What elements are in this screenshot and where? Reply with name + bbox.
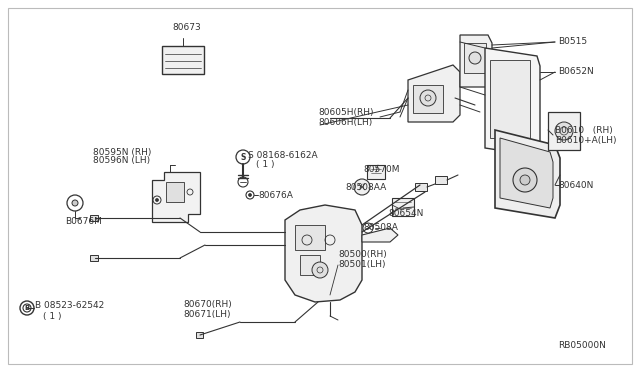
Text: 80676A: 80676A: [258, 190, 293, 199]
Circle shape: [363, 223, 373, 233]
Polygon shape: [152, 172, 200, 222]
Polygon shape: [485, 48, 540, 156]
Text: B0676M: B0676M: [65, 217, 102, 226]
Circle shape: [236, 150, 250, 164]
Bar: [166, 182, 184, 202]
Text: S: S: [240, 153, 246, 161]
Circle shape: [67, 195, 83, 211]
Polygon shape: [495, 130, 560, 218]
Text: 80595N (RH): 80595N (RH): [93, 148, 152, 157]
Circle shape: [72, 200, 78, 206]
Bar: [464, 43, 486, 73]
Circle shape: [420, 90, 436, 106]
Bar: [295, 225, 325, 250]
Text: 80606H(LH): 80606H(LH): [318, 118, 372, 126]
Polygon shape: [285, 205, 362, 302]
Text: B0652N: B0652N: [558, 67, 594, 77]
Text: 80605H(RH): 80605H(RH): [318, 108, 374, 116]
Polygon shape: [500, 138, 553, 208]
Text: 80670(RH): 80670(RH): [183, 299, 232, 308]
Circle shape: [354, 179, 370, 195]
Text: S 08168-6162A: S 08168-6162A: [248, 151, 317, 160]
Bar: [490, 60, 530, 138]
Bar: [367, 165, 385, 179]
Text: B: B: [24, 305, 29, 311]
Text: 80508AA: 80508AA: [345, 183, 387, 192]
Circle shape: [20, 301, 34, 315]
Text: B0610   (RH): B0610 (RH): [555, 125, 612, 135]
Text: B0610+A(LH): B0610+A(LH): [555, 135, 616, 144]
Bar: [90, 255, 98, 261]
Circle shape: [23, 304, 31, 312]
Text: 80654N: 80654N: [388, 208, 424, 218]
Circle shape: [156, 199, 159, 202]
Bar: [413, 85, 443, 113]
Bar: [548, 112, 580, 150]
Text: 80671(LH): 80671(LH): [183, 310, 230, 318]
Bar: [90, 215, 98, 221]
Circle shape: [520, 175, 530, 185]
Text: ( 1 ): ( 1 ): [256, 160, 275, 170]
Circle shape: [238, 177, 248, 187]
Text: 80673: 80673: [173, 23, 202, 32]
Bar: [162, 46, 204, 74]
Bar: [392, 198, 414, 216]
Text: 80501(LH): 80501(LH): [338, 260, 385, 269]
Text: 80640N: 80640N: [558, 180, 593, 189]
Text: RB05000N: RB05000N: [558, 340, 606, 350]
Text: B 08523-62542: B 08523-62542: [35, 301, 104, 311]
Bar: [435, 176, 447, 184]
Circle shape: [248, 193, 252, 196]
Text: 80596N (LH): 80596N (LH): [93, 156, 150, 165]
Text: 80508A: 80508A: [363, 224, 398, 232]
Circle shape: [513, 168, 537, 192]
Bar: [196, 332, 203, 338]
Polygon shape: [362, 228, 398, 242]
Polygon shape: [408, 65, 460, 122]
Bar: [415, 183, 427, 191]
Bar: [300, 255, 320, 275]
Text: 80570M: 80570M: [363, 166, 399, 174]
Text: ( 1 ): ( 1 ): [43, 311, 61, 321]
Polygon shape: [460, 35, 492, 87]
Text: B0515: B0515: [558, 38, 587, 46]
Circle shape: [246, 191, 254, 199]
Circle shape: [312, 262, 328, 278]
Circle shape: [469, 52, 481, 64]
Circle shape: [555, 122, 573, 140]
Text: 80500(RH): 80500(RH): [338, 250, 387, 260]
